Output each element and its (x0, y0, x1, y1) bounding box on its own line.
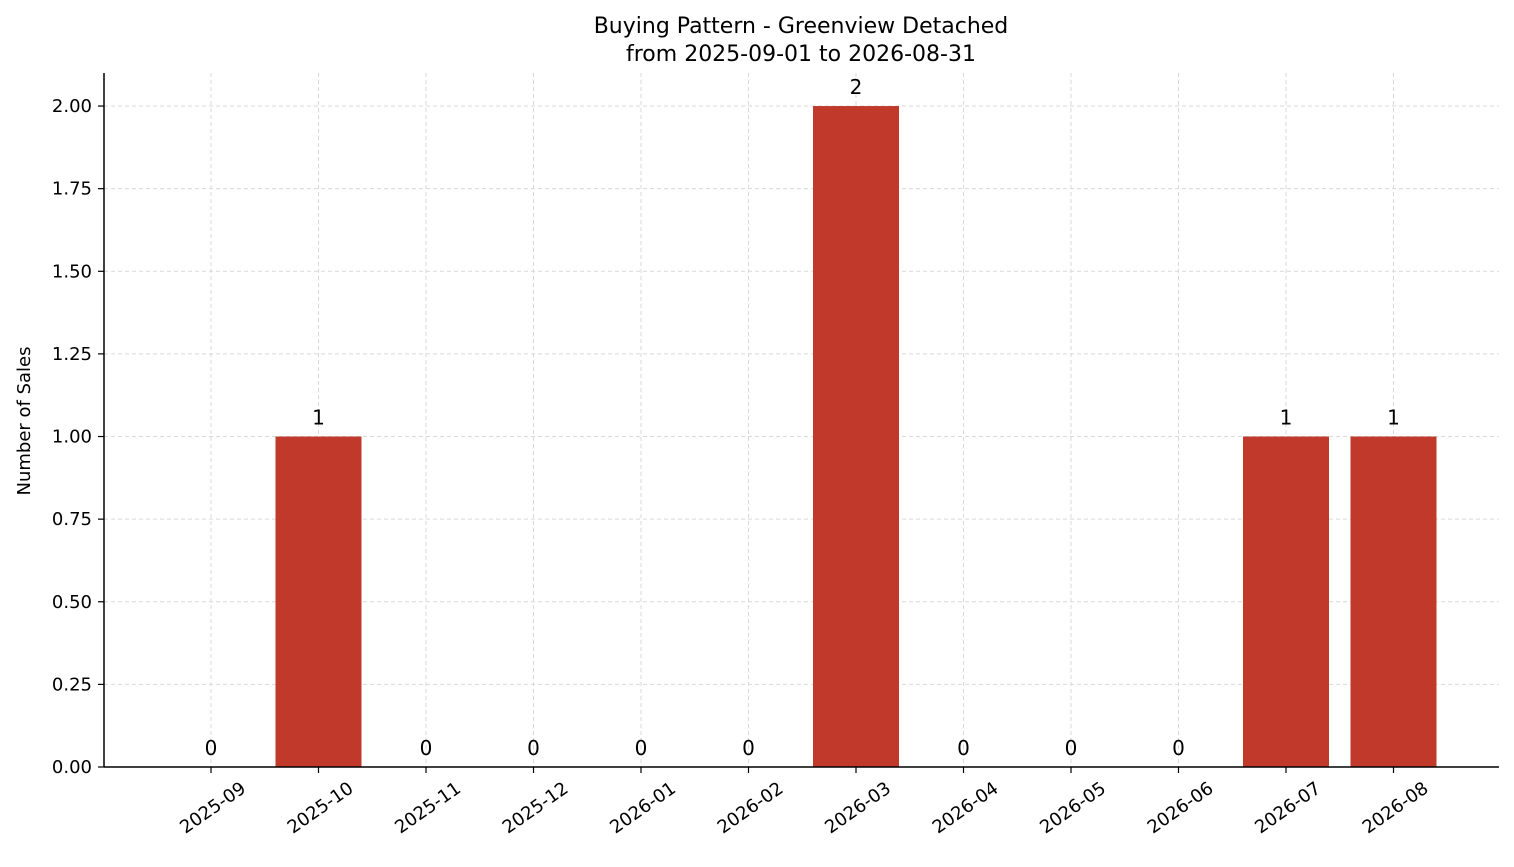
x-tick-label: 2026-06 (1144, 778, 1218, 838)
x-tick-label: 2025-09 (176, 778, 250, 838)
bar (275, 436, 362, 767)
x-tick-label: 2026-05 (1036, 778, 1110, 838)
y-tick-label: 0.50 (52, 592, 92, 613)
bar-value-label: 2 (850, 75, 863, 99)
y-tick-label: 0.00 (52, 757, 92, 778)
data-labels: 0 1 0 0 0 0 2 0 0 0 1 1 (205, 75, 1400, 760)
y-tick-label: 1.75 (52, 179, 92, 200)
bar (1350, 436, 1437, 767)
x-tick-label: 2025-10 (284, 778, 358, 838)
x-tick-label: 2026-04 (929, 778, 1003, 838)
bar (1243, 436, 1329, 767)
x-tick-label: 2025-12 (499, 778, 573, 838)
bar-value-label: 1 (1387, 406, 1400, 430)
bar (813, 106, 899, 768)
chart-subtitle: from 2025-09-01 to 2026-08-31 (626, 42, 976, 67)
x-axis-ticks: 2025-09 2025-10 2025-11 2025-12 2026-01 2026-… (176, 767, 1432, 838)
y-tick-label: 0.75 (52, 509, 92, 530)
bar-value-label: 0 (205, 736, 218, 760)
y-tick-label: 1.25 (52, 344, 92, 365)
x-tick-label: 2026-08 (1359, 778, 1433, 838)
x-tick-label: 2026-03 (821, 778, 895, 838)
bar-value-label: 1 (1280, 406, 1293, 430)
bar-value-label: 0 (635, 736, 648, 760)
y-tick-label: 0.25 (52, 674, 92, 695)
bars (275, 106, 1437, 768)
bar-value-label: 0 (420, 736, 433, 760)
bar-value-label: 0 (957, 736, 970, 760)
bar-value-label: 0 (1065, 736, 1078, 760)
bar-value-label: 0 (1172, 736, 1185, 760)
x-tick-label: 2025-11 (391, 778, 465, 838)
x-tick-label: 2026-07 (1251, 778, 1325, 838)
y-tick-label: 1.00 (52, 427, 92, 448)
bar-value-label: 0 (527, 736, 540, 760)
x-tick-label: 2026-02 (714, 778, 788, 838)
chart-title: Buying Pattern - Greenview Detached (594, 14, 1009, 39)
y-axis-ticks: 0.00 0.25 0.50 0.75 1.00 1.25 1.50 1.75 2.00 (52, 96, 104, 778)
y-axis-label: Number of Sales (14, 346, 35, 495)
bar-value-label: 1 (312, 406, 325, 430)
x-tick-label: 2026-01 (606, 778, 680, 838)
y-tick-label: 1.50 (52, 261, 92, 282)
bar-value-label: 0 (742, 736, 755, 760)
y-tick-label: 2.00 (52, 96, 92, 117)
